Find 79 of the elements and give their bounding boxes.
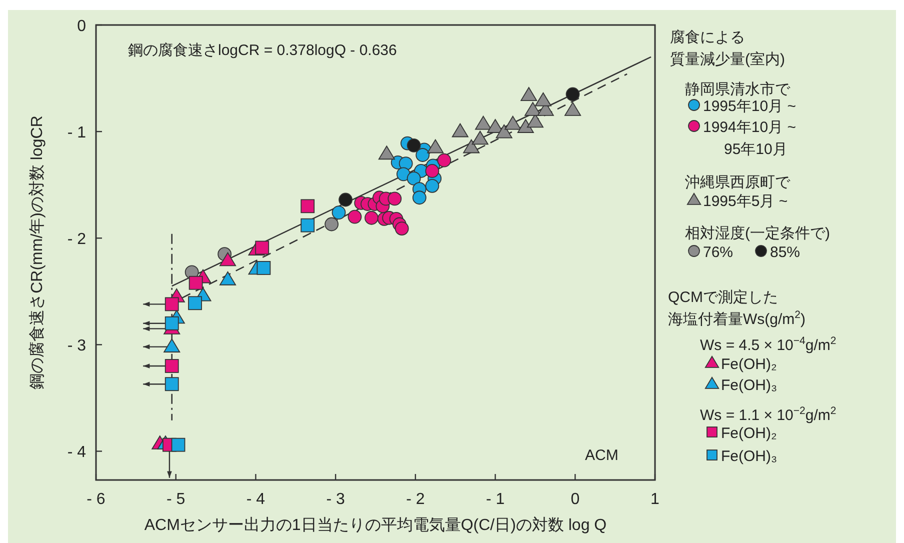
point [437, 153, 452, 168]
y-tick-label: - 2 [67, 231, 86, 248]
x-tick-label: - 4 [246, 491, 266, 508]
text: 沖縄県西原町で [685, 174, 791, 191]
point [526, 114, 544, 128]
point [364, 210, 378, 225]
point [520, 87, 538, 101]
x-tick-label: 0 [570, 491, 580, 508]
point [338, 192, 353, 207]
point [394, 222, 409, 236]
x-tick-label: - 5 [166, 491, 186, 508]
y-axis-title: 鋼の腐食速さCR(mm/年)の対数 logCR [28, 116, 46, 390]
point [472, 130, 488, 145]
point [300, 199, 315, 214]
y-tick-label: - 1 [67, 124, 86, 142]
point [164, 359, 179, 373]
annotation: ACM [585, 447, 618, 464]
text: 静岡県清水市で [685, 81, 791, 98]
legend-label: Fe(OH)₃ [721, 448, 778, 465]
legend-label: 1995年10月 ~ [703, 98, 796, 115]
text: Ws = 4.5 × 10$^{−4}$g/m$^{2}$ [700, 335, 836, 354]
point [425, 164, 440, 178]
point [220, 252, 236, 266]
point [412, 190, 426, 205]
point [504, 116, 522, 130]
point [406, 138, 421, 152]
point [188, 276, 203, 290]
text: 腐食による [670, 29, 745, 46]
point [220, 271, 236, 286]
point [517, 119, 534, 133]
point [425, 178, 440, 193]
point [300, 218, 315, 232]
point [452, 123, 468, 138]
point [164, 297, 179, 312]
point [164, 377, 179, 392]
y-tick-label: - 4 [67, 444, 86, 462]
point [406, 171, 421, 186]
point [396, 167, 410, 182]
point [255, 240, 270, 255]
legend-label: Fe(OH)₃ [721, 377, 778, 394]
point [378, 146, 395, 160]
text: 海塩付着量Ws(g/m$^{2}$) [668, 309, 806, 328]
point [171, 438, 186, 452]
y-tick-label: 0 [77, 18, 86, 35]
point [416, 148, 430, 162]
x-axis-title: ACMセンサー出力の1日当たりの平均電気量Q(C/日)の対数 log Q [144, 516, 607, 534]
text: Ws = 1.1 × 10$^{−2}$g/m$^{2}$ [700, 405, 836, 424]
point [427, 139, 444, 154]
x-tick-label: 1 [650, 491, 660, 508]
legend-label: 1994年10月 ~ 95年10月 [703, 119, 796, 158]
point [388, 192, 402, 206]
point [463, 139, 480, 154]
legend-label: 1995年5月 ~ [703, 193, 788, 210]
legend-label: 85% [770, 244, 800, 261]
text: 相対湿度(一定条件で) [685, 225, 830, 242]
text: 質量減少量(室内) [670, 51, 785, 68]
legend-label: 76% [703, 244, 734, 261]
y-tick-label: - 3 [67, 338, 86, 355]
point [496, 124, 512, 138]
x-tick-label: - 3 [326, 491, 346, 508]
point [164, 338, 180, 352]
x-tick-label: - 6 [86, 491, 106, 508]
text: QCMで測定した [668, 289, 778, 306]
point [188, 296, 202, 310]
point [475, 116, 492, 130]
point [256, 261, 271, 275]
point [164, 316, 179, 330]
point [332, 206, 346, 220]
annotation: 鋼の腐食速さlogCR = 0.378logQ - 0.636 [128, 42, 397, 59]
x-tick-label: - 1 [486, 491, 505, 508]
legend-label: Fe(OH)₂ [721, 425, 777, 442]
point [324, 217, 339, 232]
point [524, 102, 542, 116]
point [348, 210, 362, 224]
point [566, 87, 580, 102]
x-tick-label: - 2 [406, 491, 425, 508]
legend-label: Fe(OH)₂ [721, 356, 777, 373]
point [534, 92, 552, 106]
point [564, 102, 581, 116]
